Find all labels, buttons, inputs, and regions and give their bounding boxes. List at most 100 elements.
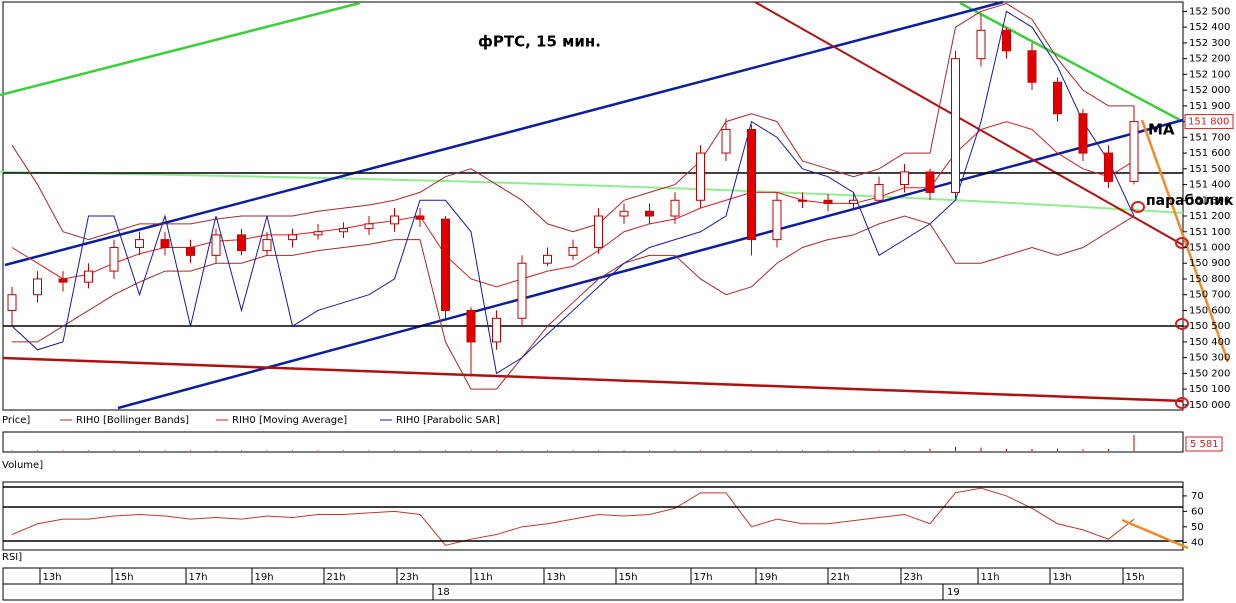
candle-body — [58, 278, 68, 283]
candle-body — [874, 184, 884, 201]
y-tick-label: 150 200 — [1189, 368, 1230, 379]
candle-body — [466, 309, 476, 343]
rsi-line — [11, 487, 1135, 546]
candle-body — [1104, 152, 1113, 182]
y-tick-label: 150 300 — [1189, 353, 1230, 364]
candle-body — [747, 128, 756, 241]
y-tick-label: 150 100 — [1189, 384, 1230, 395]
candle-body — [339, 228, 348, 233]
candle-body — [1002, 29, 1011, 52]
y-tick-label: 150 800 — [1189, 274, 1230, 285]
candle-body — [670, 199, 680, 217]
candle-body — [543, 254, 552, 264]
x-tick-label: 11h — [980, 572, 999, 583]
candle-body — [823, 199, 833, 204]
candle-body — [721, 128, 731, 154]
last-volume-box — [1185, 436, 1223, 452]
candle-body — [696, 152, 705, 201]
candle-body — [364, 223, 374, 230]
marker — [1175, 318, 1189, 330]
x-tick-label: 23h — [903, 572, 922, 583]
y-tick-label: 60 — [1191, 506, 1204, 517]
plot-area — [7, 3, 1139, 546]
candle-body — [1053, 81, 1062, 115]
candle-body — [925, 171, 935, 193]
candle-body — [109, 246, 119, 272]
annotation: MA — [1148, 121, 1175, 139]
moving-average — [11, 121, 1135, 288]
x-tick-label: 17h — [188, 572, 207, 583]
panel-label: Volume] — [2, 460, 43, 471]
x-tick-label: 13h — [546, 572, 565, 583]
trend-line — [4, 0, 1004, 267]
day-label: 19 — [947, 587, 960, 598]
price-panel — [2, 1, 1184, 411]
candle-body — [313, 231, 323, 236]
candle-body — [1129, 121, 1139, 182]
y-tick-label: 152 100 — [1189, 69, 1230, 80]
y-tick-label: 150 700 — [1189, 290, 1230, 301]
candle-body — [772, 199, 782, 241]
marker — [1131, 201, 1145, 213]
candle-body — [262, 239, 272, 252]
y-tick-label: 151 400 — [1189, 180, 1230, 191]
marker — [1175, 397, 1189, 409]
x-tick-label: 21h — [830, 572, 849, 583]
candle-body — [1027, 50, 1037, 83]
candle-body — [211, 234, 221, 256]
legend-label: RIH0 [Moving Average] — [232, 415, 347, 426]
candle-body — [1078, 113, 1088, 154]
candle-body — [492, 317, 501, 343]
x-tick-label: 19h — [758, 572, 777, 583]
y-tick-label: 150 400 — [1189, 337, 1230, 348]
candle-body — [441, 218, 450, 311]
annotation: параболик — [1146, 193, 1234, 209]
rsi-panel — [2, 481, 1184, 551]
candle-body — [798, 199, 807, 202]
y-tick-label: 152 000 — [1189, 85, 1230, 96]
trend-line — [2, 356, 1184, 403]
marker — [1175, 237, 1189, 249]
candle-body — [135, 239, 144, 248]
day-label: 18 — [437, 587, 450, 598]
bollinger-lower — [12, 215, 1135, 390]
parabolic-sar — [11, 10, 1135, 375]
candle-body — [160, 239, 170, 248]
forecast-line — [1140, 119, 1230, 363]
candle-body — [186, 246, 195, 256]
y-tick-label: 150 500 — [1189, 321, 1230, 332]
x-tick-label: 15h — [114, 572, 133, 583]
candle-body — [900, 171, 909, 186]
forecast-line — [1121, 518, 1189, 550]
candle-body — [594, 215, 603, 248]
y-tick-label: 151 000 — [1189, 242, 1230, 253]
panel-label: RSI] — [2, 552, 22, 563]
legend-label: Price] — [2, 415, 30, 426]
last-volume-label: 5 581 — [1190, 439, 1219, 450]
volume-panel — [2, 431, 1184, 453]
candle-body — [568, 246, 578, 256]
trend-line — [754, 1, 1184, 246]
x-tick-label: 13h — [1052, 572, 1071, 583]
candle-body — [517, 262, 527, 319]
y-tick-label: 150 900 — [1189, 258, 1230, 269]
x-tick-label: 15h — [1125, 572, 1144, 583]
x-tick-label: 19h — [254, 572, 273, 583]
trend-line — [959, 1, 1181, 122]
chart-title: фРТС, 15 мин. — [478, 33, 601, 51]
legend-label: RIH0 [Bollinger Bands] — [76, 415, 189, 426]
x-tick-label: 11h — [473, 572, 492, 583]
y-tick-label: 151 300 — [1189, 195, 1230, 206]
y-tick-label: 151 600 — [1189, 148, 1230, 159]
candle-body — [33, 278, 42, 296]
y-tick-label: 151 700 — [1189, 132, 1230, 143]
bollinger-upper — [11, 3, 1134, 241]
y-tick-label: 150 000 — [1189, 400, 1230, 411]
y-tick-label: 151 500 — [1189, 164, 1230, 175]
candle-body — [976, 29, 986, 60]
candle-body — [237, 234, 246, 252]
candle-body — [288, 234, 297, 241]
x-tick-label: 15h — [618, 572, 637, 583]
candle-body — [619, 210, 629, 217]
